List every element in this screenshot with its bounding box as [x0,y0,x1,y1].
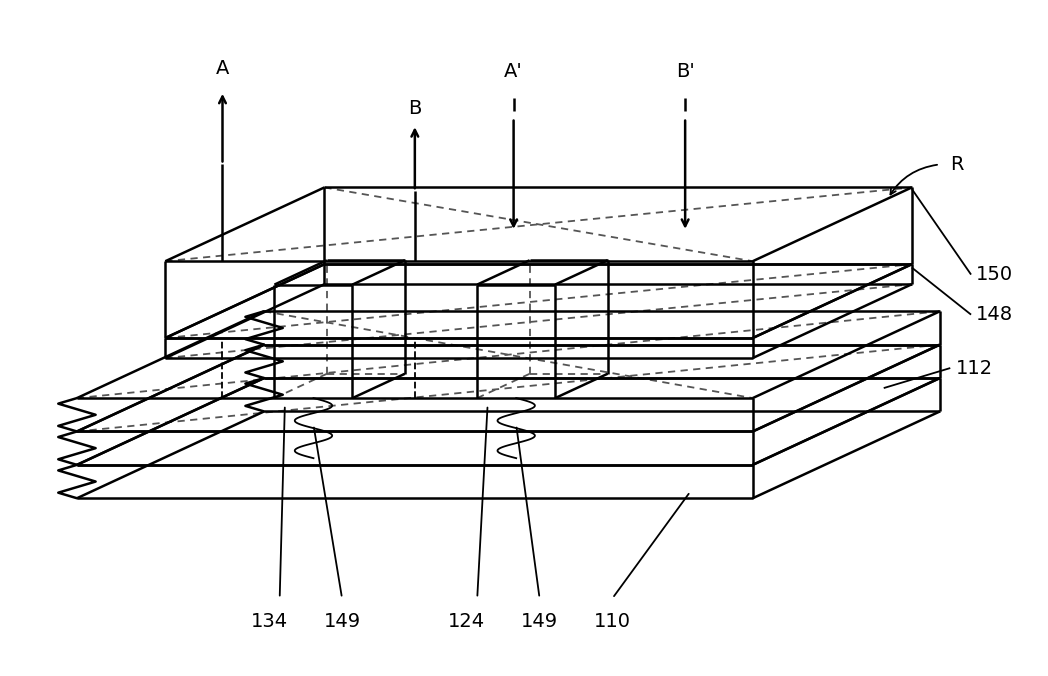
Text: B': B' [676,62,695,81]
Text: R: R [951,155,964,174]
Text: 110: 110 [594,612,631,631]
Text: 112: 112 [956,358,992,377]
Text: 148: 148 [977,305,1013,324]
Text: 150: 150 [977,265,1013,284]
Text: A: A [216,59,230,78]
Text: 149: 149 [521,612,559,631]
Text: 124: 124 [449,612,485,631]
Text: A': A' [504,62,523,81]
Text: 149: 149 [324,612,361,631]
Text: 134: 134 [250,612,288,631]
Text: B: B [408,99,421,118]
